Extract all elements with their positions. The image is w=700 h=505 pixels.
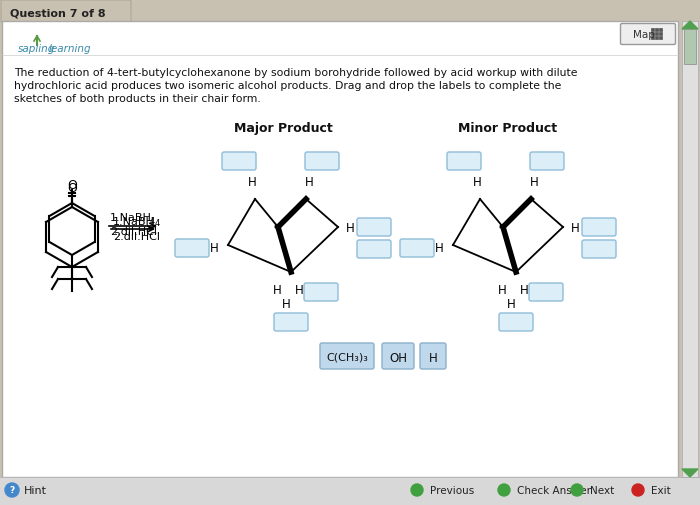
- Bar: [659, 36, 661, 39]
- Text: H: H: [530, 175, 538, 188]
- FancyBboxPatch shape: [582, 240, 616, 259]
- Text: H: H: [428, 351, 438, 364]
- Text: Check Answer: Check Answer: [517, 485, 591, 495]
- Bar: [650, 36, 654, 39]
- FancyBboxPatch shape: [357, 219, 391, 236]
- Text: The reduction of 4-tert-butylcyclohexanone by sodium borohydride followed by aci: The reduction of 4-tert-butylcyclohexano…: [14, 68, 578, 78]
- Bar: [654, 32, 657, 35]
- Text: Major Product: Major Product: [234, 121, 332, 134]
- Text: 1.NaBH: 1.NaBH: [110, 213, 152, 223]
- Text: OH: OH: [389, 351, 407, 364]
- Text: Map: Map: [633, 30, 655, 40]
- Bar: [654, 36, 657, 39]
- Text: H: H: [295, 284, 303, 297]
- Bar: [682, 22, 698, 477]
- Text: 1.NaBH: 1.NaBH: [113, 217, 155, 227]
- Text: H: H: [519, 284, 528, 297]
- Text: H: H: [248, 175, 256, 188]
- Bar: [659, 32, 661, 35]
- Circle shape: [571, 484, 583, 496]
- FancyBboxPatch shape: [400, 239, 434, 258]
- Text: O: O: [67, 181, 77, 194]
- Circle shape: [411, 484, 423, 496]
- FancyBboxPatch shape: [305, 153, 339, 171]
- FancyBboxPatch shape: [582, 219, 616, 236]
- Text: sapling: sapling: [18, 44, 55, 54]
- Text: 2.dil.HCl: 2.dil.HCl: [113, 231, 160, 241]
- FancyBboxPatch shape: [530, 153, 564, 171]
- Text: Previous: Previous: [430, 485, 475, 495]
- FancyBboxPatch shape: [447, 153, 481, 171]
- Text: H: H: [473, 175, 482, 188]
- Text: 2.dil.HCl: 2.dil.HCl: [110, 227, 157, 236]
- Text: H: H: [272, 284, 281, 297]
- Text: C(CH₃)₃: C(CH₃)₃: [326, 352, 368, 362]
- Text: 4: 4: [155, 219, 160, 228]
- FancyBboxPatch shape: [320, 343, 374, 369]
- Polygon shape: [682, 22, 698, 30]
- Text: H: H: [435, 242, 443, 255]
- Text: Question 7 of 8: Question 7 of 8: [10, 8, 106, 18]
- Text: O: O: [67, 178, 77, 191]
- Text: H: H: [507, 298, 515, 311]
- FancyBboxPatch shape: [357, 240, 391, 259]
- Text: hydrochloric acid produces two isomeric alcohol products. Drag and drop the labe: hydrochloric acid produces two isomeric …: [14, 81, 561, 91]
- Text: H: H: [570, 221, 580, 234]
- Bar: [654, 28, 657, 31]
- FancyBboxPatch shape: [304, 283, 338, 301]
- Circle shape: [632, 484, 644, 496]
- Text: ?: ?: [9, 485, 15, 494]
- Text: Hint: Hint: [24, 485, 47, 495]
- Bar: [650, 32, 654, 35]
- FancyBboxPatch shape: [222, 153, 256, 171]
- Text: Next: Next: [590, 485, 615, 495]
- Text: H: H: [281, 298, 290, 311]
- FancyBboxPatch shape: [274, 314, 308, 331]
- Bar: [0, 477, 700, 505]
- FancyBboxPatch shape: [382, 343, 414, 369]
- Text: learning: learning: [49, 44, 92, 54]
- Bar: [659, 28, 661, 31]
- Polygon shape: [682, 469, 698, 477]
- Circle shape: [498, 484, 510, 496]
- Bar: [650, 28, 654, 31]
- FancyBboxPatch shape: [420, 343, 446, 369]
- Text: H: H: [209, 242, 218, 255]
- FancyBboxPatch shape: [620, 24, 676, 45]
- Text: H: H: [304, 175, 314, 188]
- Text: Exit: Exit: [651, 485, 671, 495]
- Text: H: H: [498, 284, 506, 297]
- FancyBboxPatch shape: [1, 1, 131, 23]
- Text: 4: 4: [150, 216, 155, 225]
- FancyBboxPatch shape: [529, 283, 563, 301]
- Text: Minor Product: Minor Product: [458, 121, 558, 134]
- Circle shape: [5, 483, 19, 497]
- FancyBboxPatch shape: [499, 314, 533, 331]
- Text: H: H: [346, 221, 354, 234]
- Bar: [684, 30, 696, 65]
- Text: sketches of both products in their chair form.: sketches of both products in their chair…: [14, 94, 260, 104]
- FancyBboxPatch shape: [175, 239, 209, 258]
